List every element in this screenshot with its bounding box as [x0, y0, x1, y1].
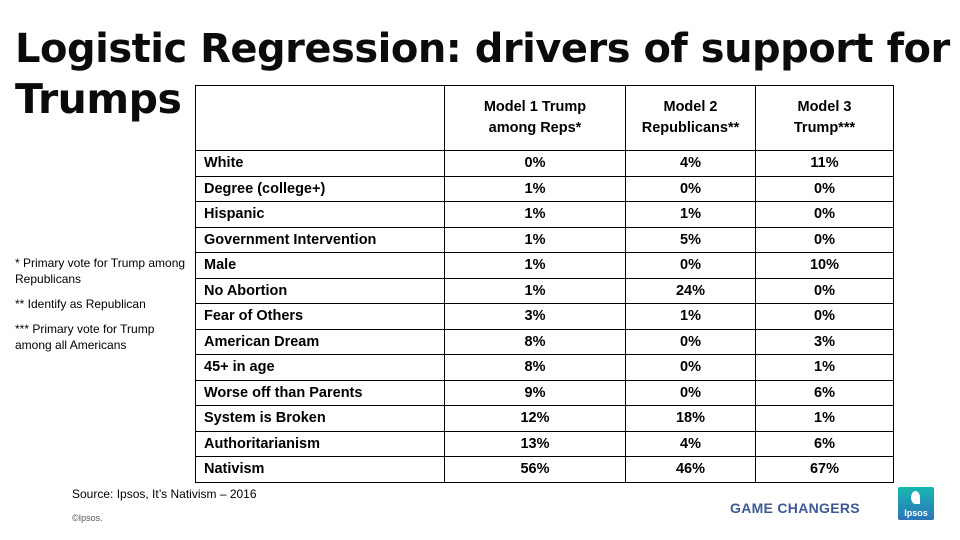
model-1-value: 8%: [444, 328, 626, 355]
footnote-1: * Primary vote for Trump among Republica…: [15, 256, 186, 286]
footnote-3: *** Primary vote for Trump among all Ame…: [15, 322, 155, 352]
table-header-row: Model 1 Trump among Reps* Model 2 Republ…: [195, 85, 894, 151]
header-empty: [195, 85, 445, 151]
model-3-value: 67%: [755, 456, 894, 483]
model-1-value: 0%: [444, 150, 626, 177]
model-2-value: 1%: [625, 303, 756, 330]
model-1-value: 1%: [444, 201, 626, 228]
table-row: Fear of Others 3% 1% 0%: [195, 303, 894, 330]
row-label: Worse off than Parents: [195, 379, 445, 406]
table-row: No Abortion 1% 24% 0%: [195, 277, 894, 304]
model-2-value: 1%: [625, 201, 756, 228]
table-row: Worse off than Parents 9% 0% 6%: [195, 379, 894, 406]
source-note: Source: Ipsos, It’s Nativism – 2016: [72, 487, 257, 501]
row-label: Government Intervention: [195, 226, 445, 253]
model-2-value: 0%: [625, 328, 756, 355]
model-1-value: 8%: [444, 354, 626, 381]
model-3-value: 6%: [755, 430, 894, 457]
model-1-value: 9%: [444, 379, 626, 406]
header-model-1: Model 1 Trump among Reps*: [444, 85, 626, 151]
slide-title: Logistic Regression: drivers of support …: [15, 24, 950, 124]
table-row: White 0% 4% 11%: [195, 150, 894, 177]
model-2-value: 5%: [625, 226, 756, 253]
model-3-value: 3%: [755, 328, 894, 355]
ipsos-logo: Ipsos: [898, 487, 934, 520]
model-2-value: 46%: [625, 456, 756, 483]
model-3-value: 0%: [755, 277, 894, 304]
model-3-value: 1%: [755, 405, 894, 432]
model-2-value: 24%: [625, 277, 756, 304]
game-changers-tagline: GAME CHANGERS: [730, 500, 860, 516]
title-line-1: Logistic Regression: drivers of support …: [15, 26, 950, 72]
header-model-3-line-1: Model 3: [797, 99, 852, 115]
model-3-value: 0%: [755, 201, 894, 228]
model-3-value: 11%: [755, 150, 894, 177]
table-row: Nativism 56% 46% 67%: [195, 456, 894, 483]
table-row: Degree (college+) 1% 0% 0%: [195, 175, 894, 202]
model-2-value: 4%: [625, 150, 756, 177]
model-3-value: 0%: [755, 303, 894, 330]
model-2-value: 0%: [625, 175, 756, 202]
row-label: 45+ in age: [195, 354, 445, 381]
header-model-2-line-2: Republicans**: [641, 120, 740, 136]
model-3-value: 1%: [755, 354, 894, 381]
table-row: Authoritarianism 13% 4% 6%: [195, 430, 894, 457]
model-1-value: 1%: [444, 226, 626, 253]
model-2-value: 0%: [625, 252, 756, 279]
table-row: American Dream 8% 0% 3%: [195, 328, 894, 355]
model-3-value: 10%: [755, 252, 894, 279]
row-label: System is Broken: [195, 405, 445, 432]
model-3-value: 6%: [755, 379, 894, 406]
header-model-1-line-1: Model 1 Trump: [483, 99, 587, 115]
model-3-value: 0%: [755, 175, 894, 202]
ipsos-mark-icon: [911, 491, 920, 504]
row-label: Hispanic: [195, 201, 445, 228]
model-1-value: 1%: [444, 252, 626, 279]
table-row: Male 1% 0% 10%: [195, 252, 894, 279]
model-1-value: 1%: [444, 175, 626, 202]
model-2-value: 0%: [625, 354, 756, 381]
title-line-2: Trumps: [15, 75, 182, 123]
row-label: Authoritarianism: [195, 430, 445, 457]
model-2-value: 4%: [625, 430, 756, 457]
table-row: Hispanic 1% 1% 0%: [195, 201, 894, 228]
row-label: Fear of Others: [195, 303, 445, 330]
footnotes: * Primary vote for Trump among Republica…: [15, 255, 190, 362]
header-model-2: Model 2 Republicans**: [625, 85, 756, 151]
row-label: White: [195, 150, 445, 177]
header-model-1-line-2: among Reps*: [488, 120, 582, 136]
ipsos-logo-text: Ipsos: [904, 508, 928, 518]
footnote-2: ** Identify as Republican: [15, 297, 146, 311]
model-2-value: 0%: [625, 379, 756, 406]
header-model-3-line-2: Trump***: [793, 120, 856, 136]
model-1-value: 56%: [444, 456, 626, 483]
header-model-2-line-1: Model 2: [663, 99, 718, 115]
header-model-3: Model 3 Trump***: [755, 85, 894, 151]
row-label: American Dream: [195, 328, 445, 355]
row-label: No Abortion: [195, 277, 445, 304]
regression-table: Model 1 Trump among Reps* Model 2 Republ…: [195, 85, 894, 483]
model-1-value: 1%: [444, 277, 626, 304]
table-row: Government Intervention 1% 5% 0%: [195, 226, 894, 253]
table-row: 45+ in age 8% 0% 1%: [195, 354, 894, 381]
table-row: System is Broken 12% 18% 1%: [195, 405, 894, 432]
row-label: Degree (college+): [195, 175, 445, 202]
model-2-value: 18%: [625, 405, 756, 432]
model-1-value: 12%: [444, 405, 626, 432]
copyright-note: ©Ipsos.: [72, 513, 103, 523]
row-label: Nativism: [195, 456, 445, 483]
model-1-value: 13%: [444, 430, 626, 457]
model-3-value: 0%: [755, 226, 894, 253]
row-label: Male: [195, 252, 445, 279]
model-1-value: 3%: [444, 303, 626, 330]
